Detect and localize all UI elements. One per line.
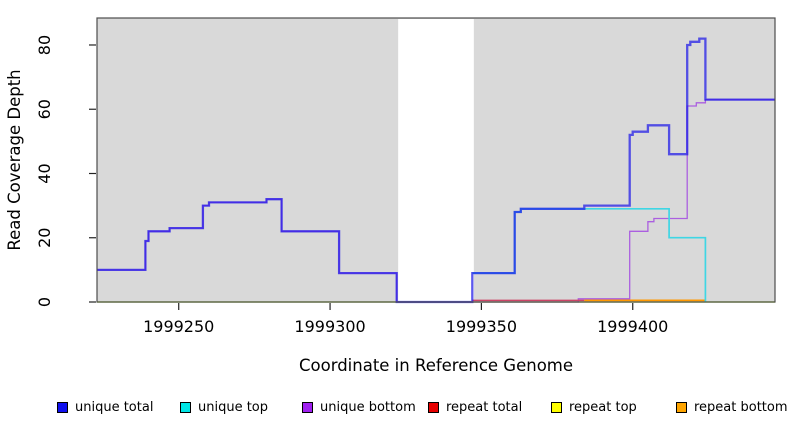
masked-region [398, 19, 474, 302]
y-tick-label: 80 [35, 35, 54, 55]
x-tick-label: 1999350 [446, 317, 517, 336]
legend-swatch [676, 402, 687, 413]
y-tick-label: 0 [35, 297, 54, 307]
y-tick-label: 60 [35, 99, 54, 119]
legend-item-repeat-total: repeat total [428, 401, 522, 414]
legend-swatch [551, 402, 562, 413]
y-axis-title: Read Coverage Depth [5, 69, 24, 250]
x-tick-label: 1999250 [143, 317, 214, 336]
legend-label: unique bottom [320, 400, 416, 415]
x-tick-label: 1999400 [597, 317, 668, 336]
legend-item-unique-bottom: unique bottom [302, 401, 416, 414]
legend-label: repeat bottom [694, 400, 788, 415]
legend-label: repeat top [569, 400, 637, 415]
legend-swatch [57, 402, 68, 413]
x-tick-label: 1999300 [294, 317, 365, 336]
plot-border [96, 17, 776, 303]
legend-item-unique-top: unique top [180, 401, 268, 414]
y-tick-label: 20 [35, 228, 54, 248]
legend-label: unique top [198, 400, 269, 415]
legend-swatch [428, 402, 439, 413]
series-line-unique-total [97, 37, 775, 304]
legend-label: repeat total [446, 400, 523, 415]
legend-item-unique-total: unique total [57, 401, 153, 414]
legend-label: unique total [75, 400, 154, 415]
legend-item-repeat-bottom: repeat bottom [676, 401, 788, 414]
coverage-chart: 1999250 1999300 1999350 1999400 0 20 40 60 80 Co… [5, 17, 776, 375]
legend-swatch [302, 402, 313, 413]
y-tick-label: 40 [35, 163, 54, 183]
x-axis-title: Coordinate in Reference Genome [299, 356, 573, 375]
legend-swatch [180, 402, 191, 413]
legend-item-repeat-top: repeat top [551, 401, 637, 414]
